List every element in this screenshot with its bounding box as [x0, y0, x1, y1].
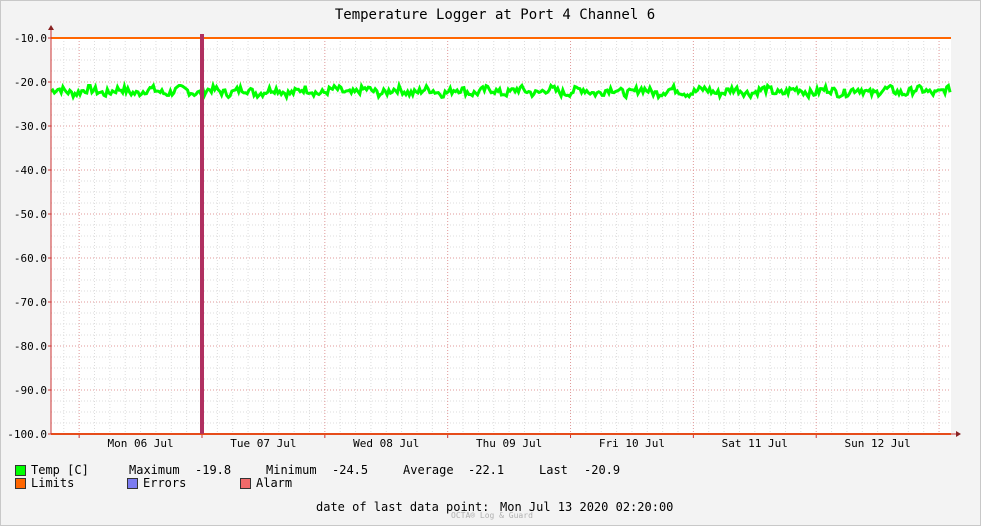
y-tick-label: -20.0 — [14, 76, 47, 89]
legend-min-label: Minimum — [266, 463, 317, 477]
legend-max-label: Maximum — [129, 463, 180, 477]
legend-max-value: -19.8 — [195, 463, 232, 477]
legend-avg-label: Average — [403, 463, 454, 477]
alarm-event-bar — [199, 34, 204, 434]
legend-alarm-label: Alarm — [256, 476, 293, 490]
x-tick-label: Mon 06 Jul — [107, 437, 173, 450]
y-tick-label: -90.0 — [14, 384, 47, 397]
x-tick-label: Sun 12 Jul — [845, 437, 911, 450]
legend-min-value: -24.5 — [332, 463, 369, 477]
x-tick-label: Thu 09 Jul — [476, 437, 542, 450]
x-axis-arrow — [956, 431, 961, 437]
watermark: OCTA® Log & Guard — [451, 511, 533, 520]
y-tick-label: -80.0 — [14, 340, 47, 353]
x-tick-label: Tue 07 Jul — [230, 437, 296, 450]
y-tick-label: -10.0 — [14, 32, 47, 45]
legend-temp-label: Temp [C] — [31, 463, 89, 477]
chart-title: Temperature Logger at Port 4 Channel 6 — [335, 7, 655, 23]
y-tick-label: -30.0 — [14, 120, 47, 133]
x-tick-label: Wed 08 Jul — [353, 437, 419, 450]
legend-last-label: Last — [539, 463, 568, 477]
y-tick-label: -50.0 — [14, 208, 47, 221]
last-data-point-value: Mon Jul 13 2020 02:20:00 — [500, 500, 674, 514]
x-tick-label: Fri 10 Jul — [599, 437, 665, 450]
x-axis: Mon 06 Jul Tue 07 Jul Wed 08 Jul Thu 09 Jul… — [78, 434, 911, 450]
alarm-swatch — [240, 478, 251, 489]
y-tick-label: -40.0 — [14, 164, 47, 177]
last-data-point-label: date of last data point: — [316, 500, 490, 514]
y-axis-arrow — [48, 25, 54, 30]
legend-errors-label: Errors — [143, 476, 187, 490]
errors-swatch — [127, 478, 138, 489]
y-tick-label: -70.0 — [14, 296, 47, 309]
legend-avg-value: -22.1 — [468, 463, 505, 477]
limits-swatch — [15, 478, 26, 489]
y-tick-label: -60.0 — [14, 252, 47, 265]
events-layer — [199, 34, 204, 434]
x-tick-label: Sat 11 Jul — [722, 437, 788, 450]
legend-last-value: -20.9 — [584, 463, 621, 477]
y-axis: -10.0 -20.0 -30.0 -40.0 -50.0 -60.0 -70.0 -80.0… — [7, 32, 51, 441]
y-tick-label: -100.0 — [7, 428, 47, 441]
temp-swatch — [15, 465, 26, 476]
legend-limits-label: Limits — [31, 476, 75, 490]
temperature-chart: Temperature Logger at Port 4 Channel 6 -… — [7, 7, 961, 450]
axes-lines — [48, 25, 961, 437]
